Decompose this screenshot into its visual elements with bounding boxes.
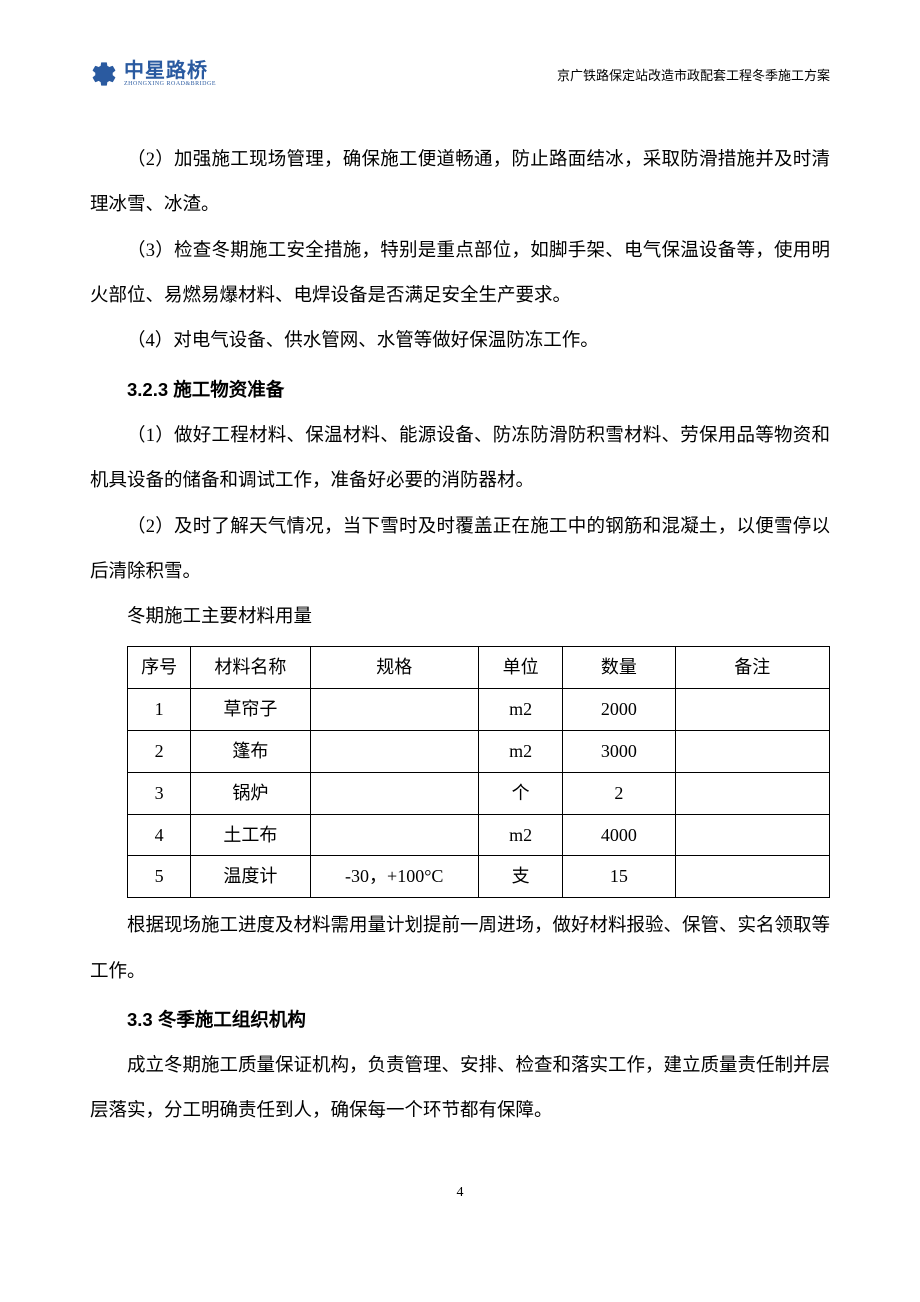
paragraph: 成立冬期施工质量保证机构，负责管理、安排、检查和落实工作，建立质量责任制并层层落… <box>90 1044 830 1135</box>
table-row: 2 篷布 m2 3000 <box>128 731 830 773</box>
page-number: 4 <box>90 1185 830 1201</box>
cell <box>675 856 829 898</box>
table-row: 4 土工布 m2 4000 <box>128 814 830 856</box>
cell <box>675 814 829 856</box>
logo: 中星路桥 ZHONGXING ROAD&BRIDGE <box>90 60 216 88</box>
col-qty: 数量 <box>563 647 675 689</box>
cell: 温度计 <box>191 856 310 898</box>
cell <box>310 772 478 814</box>
logo-text: 中星路桥 ZHONGXING ROAD&BRIDGE <box>124 61 216 87</box>
paragraph: （4）对电气设备、供水管网、水管等做好保温防冻工作。 <box>90 319 830 364</box>
cell: 2000 <box>563 689 675 731</box>
cell: 4000 <box>563 814 675 856</box>
cell <box>310 814 478 856</box>
paragraph: （1）做好工程材料、保温材料、能源设备、防冻防滑防积雪材料、劳保用品等物资和机具… <box>90 414 830 505</box>
cell: m2 <box>478 814 562 856</box>
cell: m2 <box>478 689 562 731</box>
cell: 草帘子 <box>191 689 310 731</box>
cell: 支 <box>478 856 562 898</box>
cell: 3000 <box>563 731 675 773</box>
table-header-row: 序号 材料名称 规格 单位 数量 备注 <box>128 647 830 689</box>
cell: 4 <box>128 814 191 856</box>
col-seq: 序号 <box>128 647 191 689</box>
table-caption: 冬期施工主要材料用量 <box>90 595 830 640</box>
col-name: 材料名称 <box>191 647 310 689</box>
cell <box>675 772 829 814</box>
logo-en: ZHONGXING ROAD&BRIDGE <box>124 81 216 87</box>
cell <box>675 689 829 731</box>
cell: 3 <box>128 772 191 814</box>
cell: 锅炉 <box>191 772 310 814</box>
document-body: （2）加强施工现场管理，确保施工便道畅通，防止路面结冰，采取防滑措施并及时清理冰… <box>90 138 830 1135</box>
table-row: 1 草帘子 m2 2000 <box>128 689 830 731</box>
paragraph: （2）加强施工现场管理，确保施工便道畅通，防止路面结冰，采取防滑措施并及时清理冰… <box>90 138 830 229</box>
paragraph: （3）检查冬期施工安全措施，特别是重点部位，如脚手架、电气保温设备等，使用明火部… <box>90 229 830 320</box>
col-note: 备注 <box>675 647 829 689</box>
cell: 2 <box>563 772 675 814</box>
table-row: 5 温度计 -30，+100°C 支 15 <box>128 856 830 898</box>
cell <box>310 689 478 731</box>
cell: 5 <box>128 856 191 898</box>
cell: 15 <box>563 856 675 898</box>
gear-icon <box>90 60 118 88</box>
heading-3-3: 3.3 冬季施工组织机构 <box>90 997 830 1042</box>
logo-cn: 中星路桥 <box>124 61 216 81</box>
document-header: 中星路桥 ZHONGXING ROAD&BRIDGE 京广铁路保定站改造市政配套… <box>90 60 830 88</box>
heading-3-2-3: 3.2.3 施工物资准备 <box>90 367 830 412</box>
col-spec: 规格 <box>310 647 478 689</box>
cell <box>310 731 478 773</box>
cell: 1 <box>128 689 191 731</box>
paragraph: （2）及时了解天气情况，当下雪时及时覆盖正在施工中的钢筋和混凝土，以便雪停以后清… <box>90 505 830 596</box>
cell: 个 <box>478 772 562 814</box>
paragraph: 根据现场施工进度及材料需用量计划提前一周进场，做好材料报验、保管、实名领取等工作… <box>90 904 830 995</box>
cell <box>675 731 829 773</box>
table-row: 3 锅炉 个 2 <box>128 772 830 814</box>
cell: 土工布 <box>191 814 310 856</box>
cell: -30，+100°C <box>310 856 478 898</box>
cell: 篷布 <box>191 731 310 773</box>
document-title: 京广铁路保定站改造市政配套工程冬季施工方案 <box>557 65 830 84</box>
cell: m2 <box>478 731 562 773</box>
col-unit: 单位 <box>478 647 562 689</box>
materials-table: 序号 材料名称 规格 单位 数量 备注 1 草帘子 m2 2000 2 篷布 <box>127 646 830 898</box>
cell: 2 <box>128 731 191 773</box>
table-body: 1 草帘子 m2 2000 2 篷布 m2 3000 3 锅炉 个 2 <box>128 689 830 898</box>
